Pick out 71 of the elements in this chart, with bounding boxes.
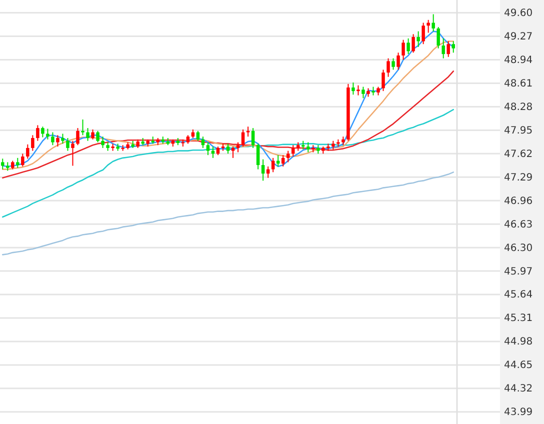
- candlestick: [416, 30, 420, 48]
- candlestick: [101, 136, 104, 148]
- candlestick: [436, 26, 440, 49]
- candlestick: [406, 38, 410, 55]
- candlestick: [241, 128, 245, 148]
- candlestick: [246, 126, 250, 138]
- candlestick: [71, 140, 74, 166]
- candlestick: [231, 146, 235, 158]
- candlestick: [66, 138, 70, 152]
- y-tick-label: 45.64: [504, 290, 533, 301]
- candlestick: [442, 38, 445, 59]
- candlestick: [81, 119, 84, 136]
- y-tick-label: 46.96: [504, 196, 533, 207]
- y-tick-label: 49.27: [504, 31, 533, 42]
- candlestick: [382, 69, 385, 92]
- candlestick: [251, 128, 255, 148]
- candlestick: [226, 143, 230, 154]
- candlestick: [76, 128, 80, 146]
- candlestick: [362, 86, 365, 99]
- candlestick: [261, 158, 265, 182]
- candlestick: [21, 153, 24, 167]
- candlestick: [386, 58, 390, 78]
- y-tick-label: 47.95: [504, 125, 533, 136]
- y-tick-label: 48.94: [504, 54, 533, 66]
- candlestick: [392, 58, 395, 70]
- candlestick: [86, 128, 90, 142]
- candlestick: [26, 144, 30, 160]
- candlestick: [426, 19, 430, 34]
- y-tick-label: 44.32: [504, 384, 533, 395]
- candlestick: [16, 157, 20, 168]
- candlestick: [36, 124, 40, 142]
- candlestick: [236, 142, 240, 153]
- y-tick-label: 44.65: [504, 360, 533, 372]
- line-series: [2, 70, 454, 178]
- candlestick: [41, 126, 44, 138]
- y-tick-label: 48.61: [504, 78, 533, 90]
- y-tick-label: 45.97: [504, 266, 533, 278]
- y-tick-label: 45.31: [504, 313, 533, 324]
- y-tick-label: 47.62: [504, 148, 533, 160]
- candlestick: [356, 84, 360, 96]
- candlestick: [51, 132, 54, 146]
- candlestick: [96, 130, 100, 143]
- y-tick-label: 46.63: [504, 219, 533, 230]
- candlestick: [271, 157, 275, 173]
- y-tick-label: 47.29: [504, 172, 533, 184]
- candlestick: [91, 128, 94, 140]
- candlestick: [446, 40, 450, 58]
- candlestick: [422, 22, 425, 45]
- candlestick: [31, 134, 34, 152]
- candlestick: [412, 34, 415, 54]
- candlestick: [286, 150, 290, 163]
- y-tick-label: 44.98: [504, 336, 533, 348]
- y-tick-label: 46.30: [504, 242, 533, 254]
- line-series: [2, 108, 454, 218]
- candlestick: [196, 130, 200, 142]
- candlestick: [46, 128, 50, 140]
- candlestick: [452, 40, 455, 54]
- candlestick: [1, 158, 4, 170]
- candlestick: [206, 142, 210, 156]
- candlestick: [432, 14, 435, 32]
- candlestick: [402, 39, 405, 60]
- candlestick: [306, 142, 310, 153]
- y-tick-label: 43.99: [504, 407, 533, 418]
- candlestick: [352, 82, 355, 96]
- candlestick: [61, 133, 64, 144]
- y-tick-label: 48.28: [504, 102, 533, 113]
- line-series: [2, 172, 454, 256]
- candlestick: [396, 52, 400, 70]
- y-tick-label: 49.60: [504, 8, 533, 20]
- candlestick: [256, 143, 260, 170]
- candlestick: [56, 134, 60, 148]
